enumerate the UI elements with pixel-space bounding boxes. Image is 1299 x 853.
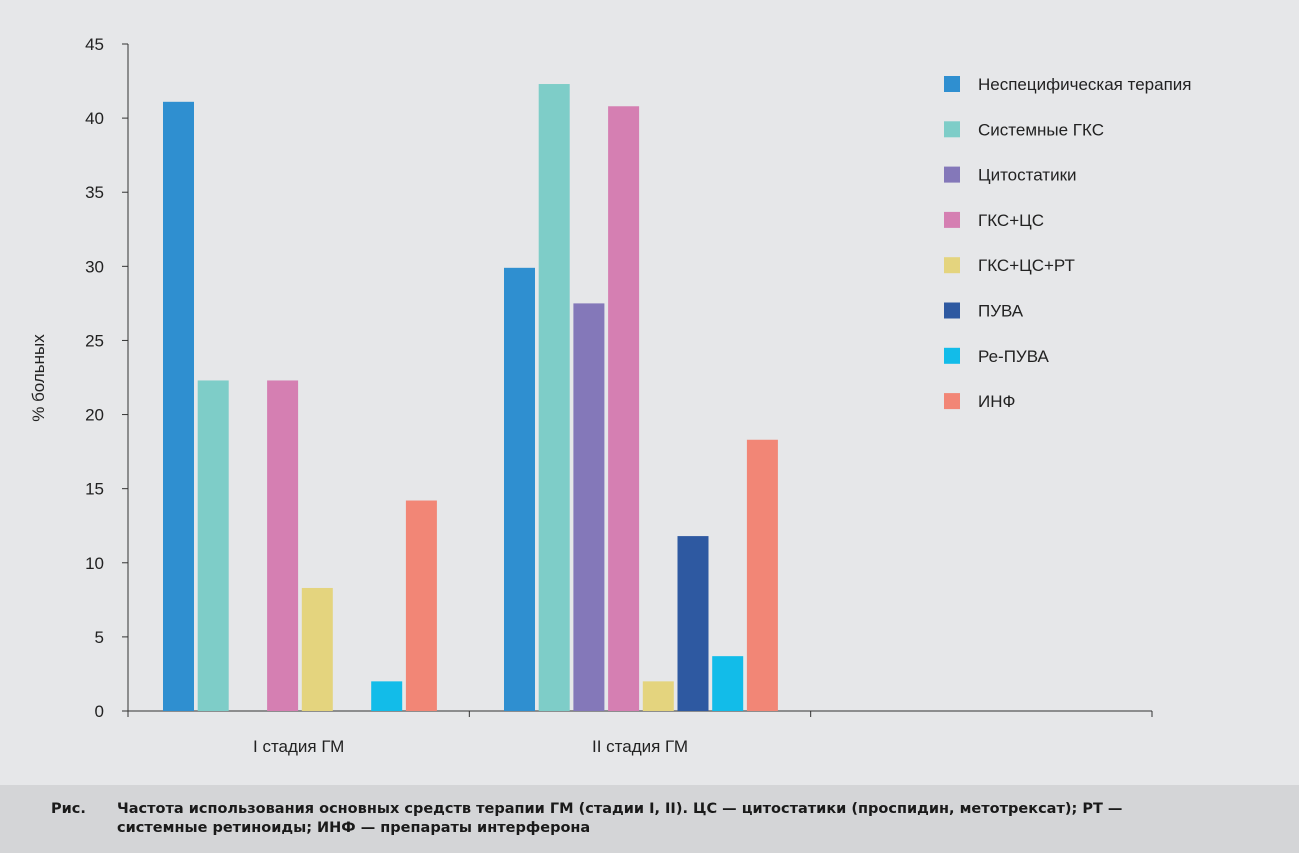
- bar: [642, 681, 674, 711]
- y-tick-label: 20: [85, 406, 104, 425]
- legend-label: ГКС+ЦС+РТ: [978, 256, 1075, 275]
- figure-caption: Рис. Частота использования основных сред…: [0, 785, 1299, 853]
- legend-label: Ре-ПУВА: [978, 347, 1050, 366]
- bar: [371, 681, 403, 711]
- y-axis-title: % больных: [29, 334, 48, 422]
- y-tick-label: 15: [85, 480, 104, 499]
- bar: [267, 380, 299, 711]
- bar: [573, 303, 605, 711]
- legend-swatch: [944, 257, 960, 274]
- y-tick-label: 45: [85, 35, 104, 54]
- bar: [504, 267, 535, 711]
- bar: [301, 587, 333, 711]
- y-tick-label: 0: [95, 702, 104, 721]
- chart-legend: Неспецифическая терапия Системные ГКС Цито…: [944, 75, 1191, 411]
- legend-swatch: [944, 302, 960, 319]
- legend-swatch: [944, 211, 960, 228]
- legend-label: Неспецифическая терапия: [978, 75, 1191, 94]
- chart-axes: 0 5 10 15 20 25 30 35 40 45 I стадия ГМ II стадия Г…: [85, 35, 1153, 756]
- caption-text: Частота использования основных средств т…: [117, 801, 1123, 836]
- bar: [608, 106, 640, 711]
- legend-label: Цитостатики: [978, 166, 1077, 185]
- legend-label: ПУВА: [978, 302, 1024, 321]
- bar: [197, 380, 229, 711]
- legend-swatch: [944, 347, 960, 364]
- bar: [677, 536, 709, 711]
- y-tick-label: 35: [85, 183, 104, 202]
- bar: [712, 656, 744, 711]
- legend-swatch: [944, 121, 960, 138]
- x-category-label: I стадия ГМ: [253, 737, 344, 756]
- bar: [405, 500, 437, 711]
- legend-label: ГКС+ЦС: [978, 211, 1044, 230]
- legend-swatch: [944, 76, 960, 92]
- x-category-label: II стадия ГМ: [592, 737, 688, 756]
- bar: [163, 101, 194, 712]
- y-tick-label: 30: [85, 257, 104, 276]
- legend-swatch: [944, 166, 960, 183]
- bar-chart: 0 5 10 15 20 25 30 35 40 45 I стадия ГМ II стадия Г…: [29, 35, 1191, 756]
- legend-label: Системные ГКС: [978, 120, 1104, 139]
- y-tick-label: 40: [85, 109, 104, 128]
- bar: [746, 439, 778, 711]
- y-tick-label: 10: [85, 554, 104, 573]
- caption-prefix: Рис.: [51, 801, 86, 817]
- legend-label: ИНФ: [978, 392, 1015, 411]
- y-tick-label: 5: [95, 628, 104, 647]
- chart-area: 0 5 10 15 20 25 30 35 40 45 I стадия ГМ II стадия Г…: [29, 35, 1192, 756]
- chart-bars: [163, 84, 778, 712]
- bar: [538, 84, 570, 711]
- y-tick-label: 25: [85, 331, 104, 350]
- legend-swatch: [944, 393, 960, 410]
